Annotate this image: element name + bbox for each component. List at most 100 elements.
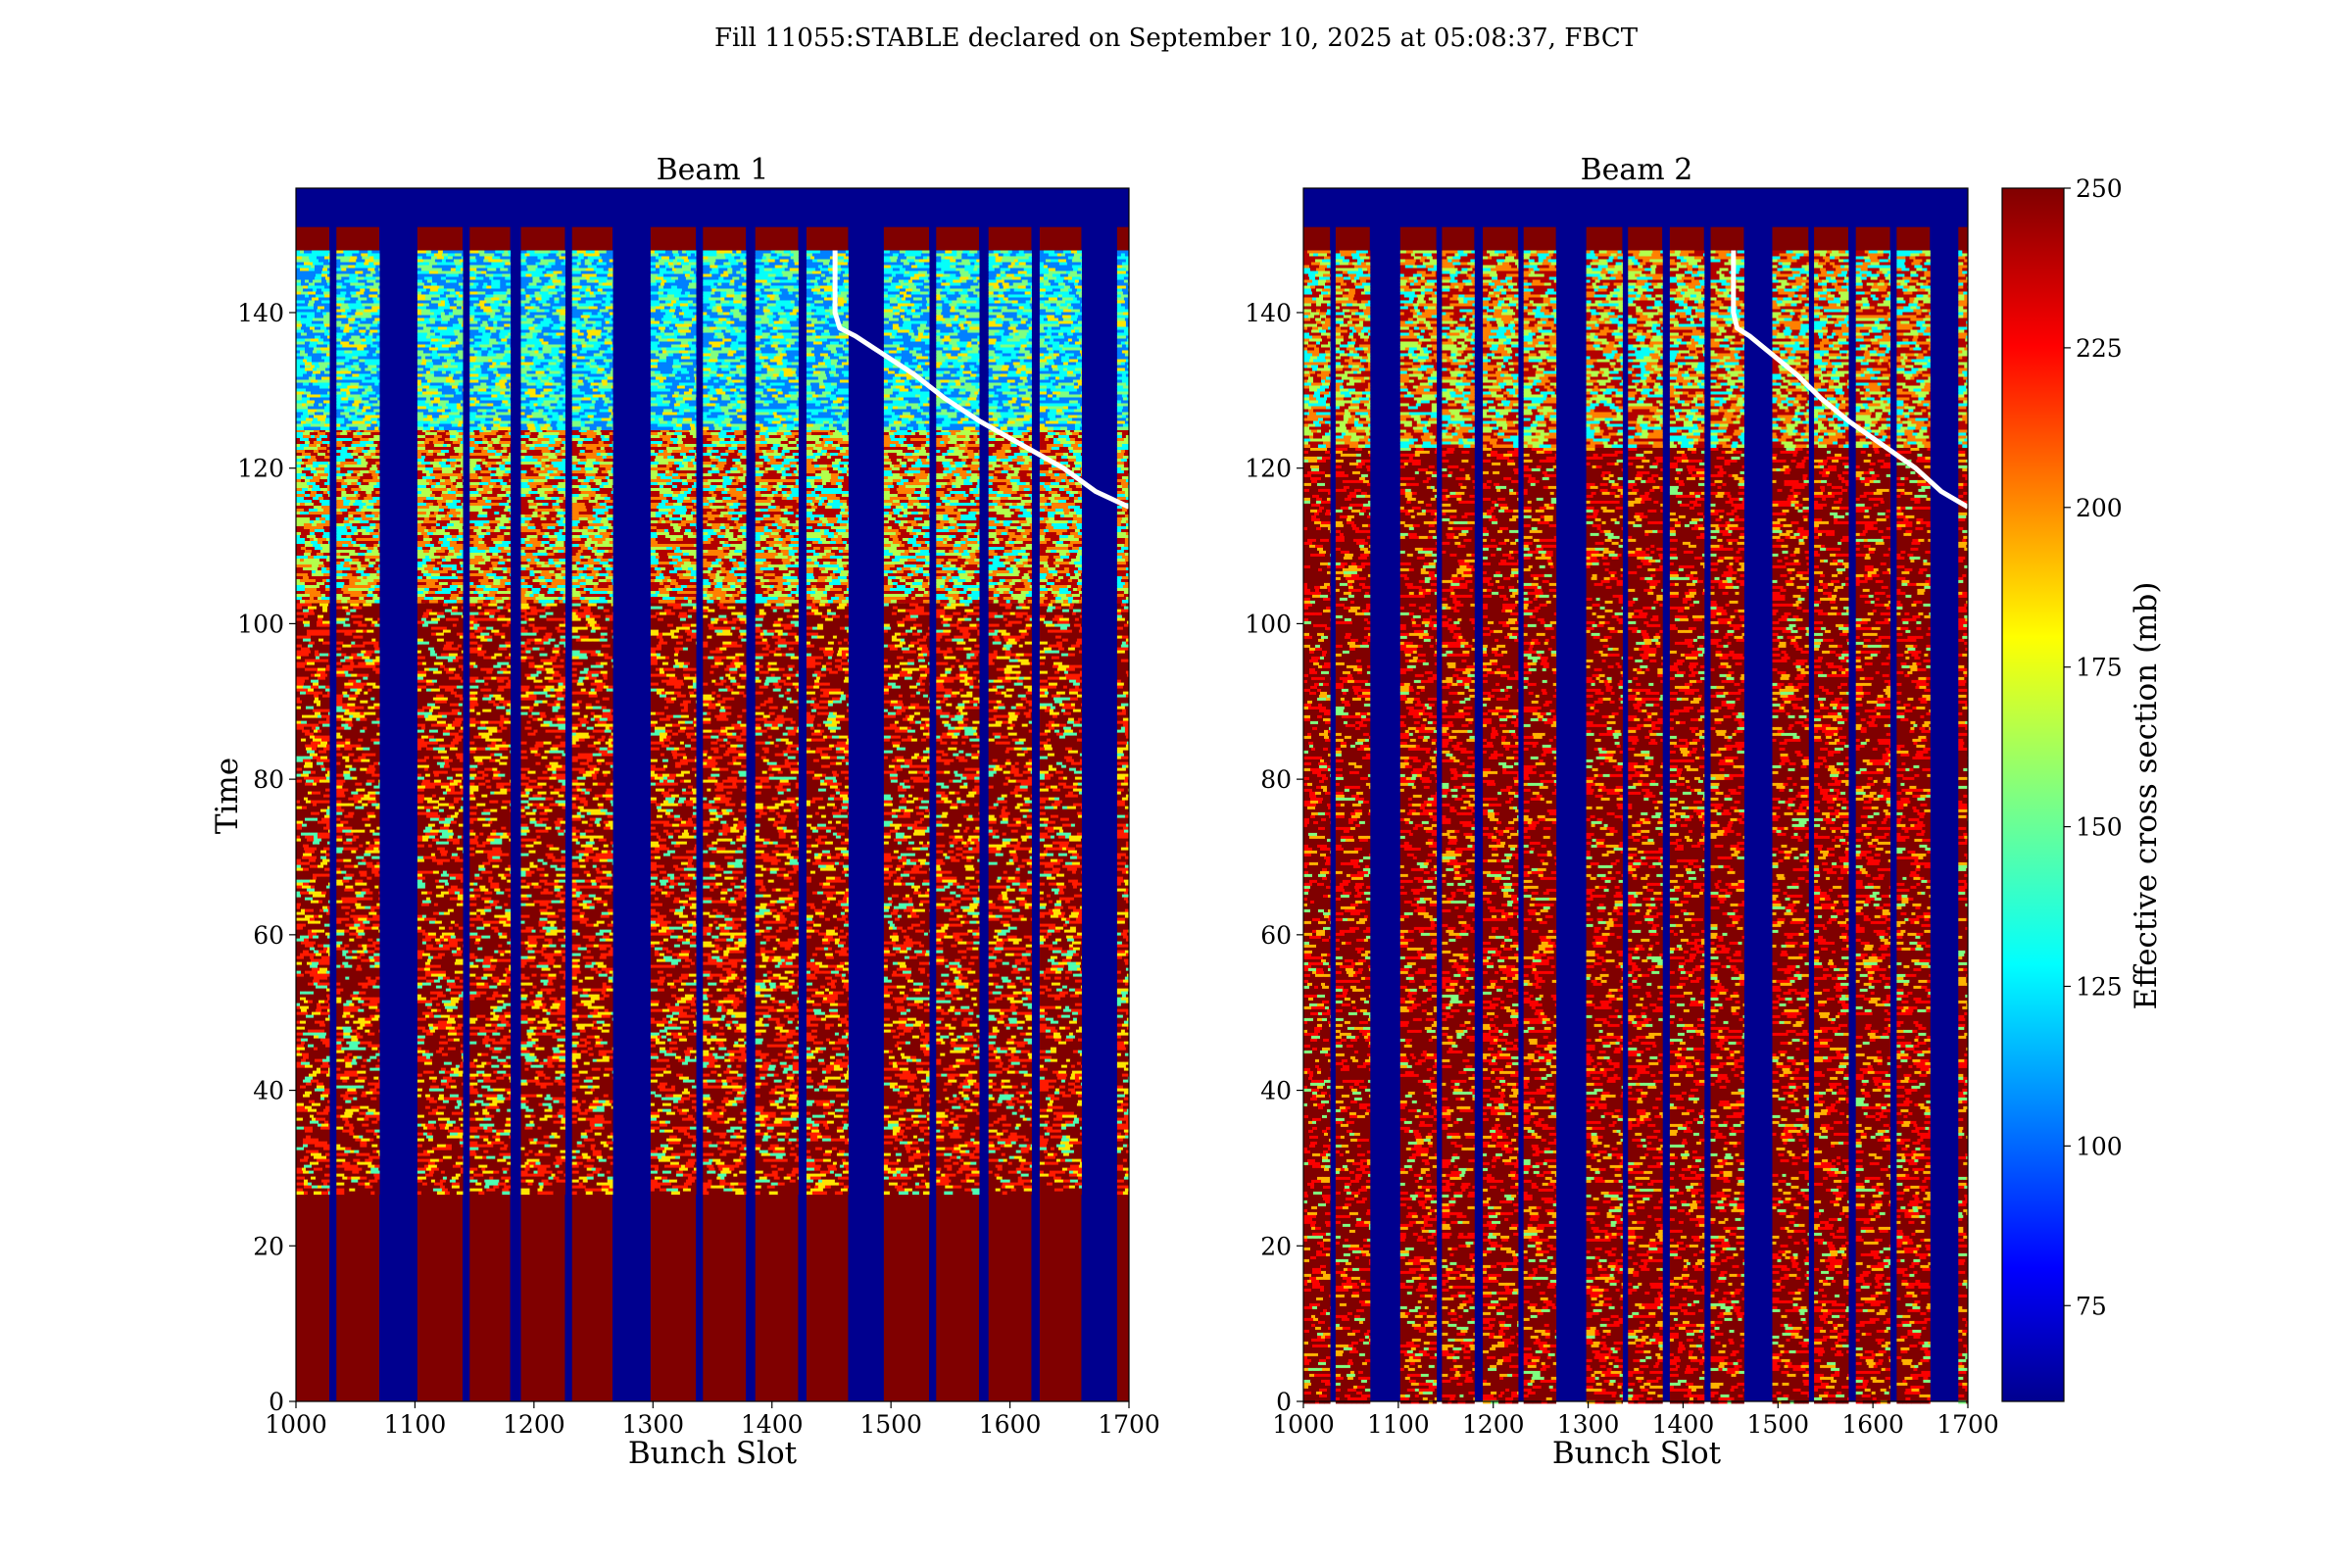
heatmap-cell <box>296 336 306 340</box>
heatmap-cell <box>305 280 310 284</box>
heatmap-cell <box>318 945 324 949</box>
heatmap-cell <box>324 529 330 533</box>
heatmap-cell <box>316 573 324 577</box>
heatmap-cell <box>296 1039 302 1043</box>
heatmap-cell <box>320 371 325 375</box>
heatmap-cell <box>325 648 330 652</box>
heatmap-cell <box>296 904 302 907</box>
heatmap-cell <box>311 336 316 340</box>
heatmap-cell <box>313 324 320 328</box>
heatmap-cell <box>316 579 323 583</box>
heatmap-cell <box>326 380 330 384</box>
heatmap-cell <box>313 883 321 887</box>
heatmap-cell <box>296 357 305 361</box>
heatmap-cell <box>321 503 330 507</box>
heatmap-cell <box>322 535 330 539</box>
heatmap-cell <box>308 921 314 925</box>
heatmap-cell <box>296 310 303 314</box>
heatmap-cell <box>308 488 313 492</box>
heatmap-cell <box>321 818 330 822</box>
heatmap-cell <box>296 924 301 928</box>
heatmap-cell <box>325 1153 330 1157</box>
heatmap-cell <box>296 812 302 816</box>
heatmap-cell <box>319 386 329 390</box>
heatmap-cell <box>296 654 304 658</box>
heatmap-cell <box>296 251 301 255</box>
heatmap-cell <box>324 898 330 902</box>
heatmap-cell <box>308 1004 318 1007</box>
heatmap-cell <box>317 383 324 387</box>
heatmap-cell <box>322 783 327 787</box>
heatmap-cell <box>326 1156 330 1160</box>
heatmap-cell <box>318 462 324 466</box>
heatmap-cell <box>309 345 318 349</box>
heatmap-cell <box>310 995 315 999</box>
heatmap-cell <box>309 438 318 442</box>
heatmap-cell <box>309 712 316 716</box>
heatmap-cell <box>325 277 330 281</box>
heatmap-cell <box>314 695 319 699</box>
heatmap-cell <box>300 804 305 808</box>
heatmap-cell <box>321 768 326 772</box>
heatmap-cell <box>325 768 330 772</box>
heatmap-cell <box>301 333 308 337</box>
heatmap-cell <box>323 1148 330 1152</box>
heatmap-cell <box>309 1024 314 1028</box>
heatmap-cell <box>320 989 327 993</box>
heatmap-cell <box>300 523 305 527</box>
heatmap-cell <box>296 1183 305 1187</box>
heatmap-cell <box>318 465 328 468</box>
heatmap-cell <box>316 1030 325 1034</box>
heatmap-cell <box>305 500 313 504</box>
heatmap-cell <box>316 930 325 934</box>
heatmap-cell <box>309 576 318 580</box>
heatmap-cell <box>315 327 321 331</box>
heatmap-cell <box>302 718 312 722</box>
heatmap-cell <box>305 660 315 663</box>
heatmap-cell <box>302 459 309 463</box>
heatmap-cell <box>319 1136 328 1140</box>
heatmap-cell <box>304 266 312 270</box>
heatmap-cell <box>321 874 327 878</box>
heatmap-cell <box>300 777 305 781</box>
heatmap-cell <box>296 827 303 831</box>
heatmap-cell <box>306 1168 315 1172</box>
heatmap-cell <box>318 668 326 672</box>
heatmap-cell <box>310 277 316 281</box>
heatmap-cell <box>314 307 318 311</box>
heatmap-cell <box>324 1121 329 1125</box>
heatmap-cell <box>302 324 307 328</box>
heatmap-cell <box>302 630 308 634</box>
heatmap-cell <box>322 695 330 699</box>
heatmap-cell <box>318 615 324 619</box>
heatmap-cell <box>308 1039 318 1043</box>
heatmap-cell <box>311 562 319 565</box>
heatmap-cell <box>327 435 330 439</box>
heatmap-cell <box>318 818 322 822</box>
heatmap-cell <box>296 707 302 710</box>
heatmap-cell <box>296 930 303 934</box>
heatmap-cell <box>296 618 305 622</box>
heatmap-cell <box>327 906 330 910</box>
heatmap-cell <box>301 316 308 319</box>
heatmap-cell <box>307 333 317 337</box>
heatmap-cell <box>323 263 330 267</box>
heatmap-cell <box>304 804 309 808</box>
heatmap-cell <box>307 321 313 325</box>
heatmap-cell <box>302 736 311 740</box>
heatmap-cell <box>321 514 329 518</box>
heatmap-cell <box>318 473 325 477</box>
heatmap-cell <box>314 1056 319 1060</box>
heatmap-cell <box>305 757 310 760</box>
heatmap-cell <box>307 1089 316 1093</box>
heatmap-cell <box>303 1171 310 1175</box>
heatmap-cell <box>315 1189 324 1193</box>
heatmap-cell <box>296 686 304 690</box>
heatmap-cell <box>321 730 328 734</box>
heatmap-cell <box>317 444 321 448</box>
heatmap-cell <box>306 692 316 696</box>
heatmap-cell <box>309 892 315 896</box>
heatmap-cell <box>317 898 321 902</box>
heatmap-cell <box>318 1018 326 1022</box>
heatmap-cell <box>319 968 328 972</box>
